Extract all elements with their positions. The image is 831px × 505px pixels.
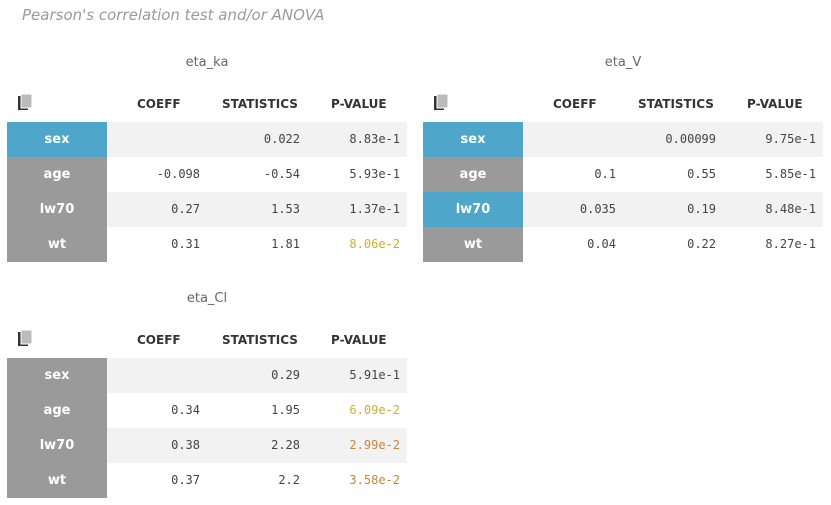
row-label: sex bbox=[7, 358, 107, 393]
row-label: age bbox=[423, 157, 523, 192]
p-value-cell: 1.37e-1 bbox=[349, 202, 400, 216]
statistics-cell: 0.022 bbox=[263, 132, 300, 146]
statistics-cell: 2.2 bbox=[278, 473, 300, 487]
row-label: age bbox=[7, 157, 107, 192]
coeff-cell: 0.1 bbox=[594, 167, 616, 181]
row-label: wt bbox=[7, 227, 107, 262]
p-value-cell: 3.58e-2 bbox=[349, 473, 400, 487]
statistics-cell: 0.29 bbox=[271, 368, 300, 382]
coeff-cell: 0.31 bbox=[171, 237, 200, 251]
p-value-cell: 8.06e-2 bbox=[349, 237, 400, 251]
page-title: Pearson's correlation test and/or ANOVA bbox=[22, 6, 325, 24]
column-header: STATISTICS bbox=[638, 97, 714, 111]
p-value-cell: 9.75e-1 bbox=[765, 132, 816, 146]
coeff-cell: -0.098 bbox=[156, 167, 200, 181]
p-value-cell: 5.93e-1 bbox=[349, 167, 400, 181]
row-label: lw70 bbox=[7, 192, 107, 227]
coeff-cell: 0.37 bbox=[171, 473, 200, 487]
column-header: STATISTICS bbox=[222, 97, 298, 111]
row-label: wt bbox=[423, 227, 523, 262]
coeff-cell: 0.34 bbox=[171, 403, 200, 417]
coeff-cell: 0.035 bbox=[579, 202, 616, 216]
p-value-cell: 8.48e-1 bbox=[765, 202, 816, 216]
coeff-cell: 0.04 bbox=[587, 237, 616, 251]
row-label: sex bbox=[7, 122, 107, 157]
column-header: STATISTICS bbox=[222, 333, 298, 347]
column-header: COEFF bbox=[137, 97, 181, 111]
p-value-cell: 5.85e-1 bbox=[765, 167, 816, 181]
statistics-cell: -0.54 bbox=[263, 167, 300, 181]
p-value-cell: 8.83e-1 bbox=[349, 132, 400, 146]
copy-icon[interactable] bbox=[17, 330, 33, 348]
coeff-cell: 0.38 bbox=[171, 438, 200, 452]
row-label: lw70 bbox=[7, 428, 107, 463]
column-header: COEFF bbox=[137, 333, 181, 347]
statistics-cell: 2.28 bbox=[271, 438, 300, 452]
statistics-cell: 0.55 bbox=[687, 167, 716, 181]
column-header: COEFF bbox=[553, 97, 597, 111]
coeff-cell: 0.27 bbox=[171, 202, 200, 216]
table-title: eta_Cl bbox=[186, 291, 228, 306]
table-title: eta_V bbox=[604, 55, 642, 70]
statistics-cell: 1.53 bbox=[271, 202, 300, 216]
row-label: wt bbox=[7, 463, 107, 498]
column-header: P-VALUE bbox=[747, 97, 803, 111]
column-header: P-VALUE bbox=[331, 97, 387, 111]
p-value-cell: 5.91e-1 bbox=[349, 368, 400, 382]
row-label: lw70 bbox=[423, 192, 523, 227]
copy-icon[interactable] bbox=[433, 94, 449, 112]
statistics-cell: 0.19 bbox=[687, 202, 716, 216]
row-label: age bbox=[7, 393, 107, 428]
p-value-cell: 8.27e-1 bbox=[765, 237, 816, 251]
p-value-cell: 2.99e-2 bbox=[349, 438, 400, 452]
statistics-cell: 0.22 bbox=[687, 237, 716, 251]
row-label: sex bbox=[423, 122, 523, 157]
table-title: eta_ka bbox=[185, 55, 229, 70]
statistics-cell: 1.81 bbox=[271, 237, 300, 251]
column-header: P-VALUE bbox=[331, 333, 387, 347]
copy-icon[interactable] bbox=[17, 94, 33, 112]
statistics-cell: 1.95 bbox=[271, 403, 300, 417]
p-value-cell: 6.09e-2 bbox=[349, 403, 400, 417]
statistics-cell: 0.00099 bbox=[665, 132, 716, 146]
